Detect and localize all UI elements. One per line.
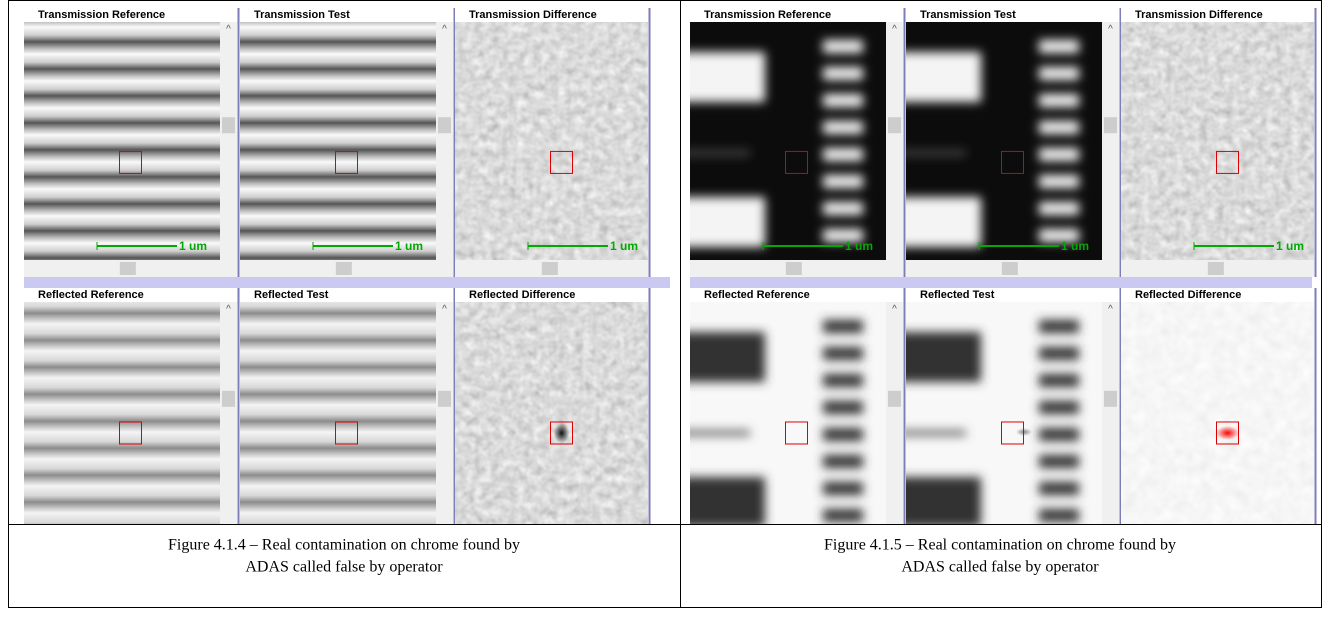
v-thumb — [222, 391, 235, 407]
scroll-up: ^ — [892, 24, 897, 35]
splitter — [690, 277, 1312, 288]
scale-label: 1 um — [1276, 239, 1304, 253]
noise — [455, 302, 648, 524]
panel-image — [670, 22, 903, 260]
panel-image — [24, 22, 237, 260]
defect — [554, 423, 570, 443]
panel-title: Transmission Difference — [1135, 9, 1263, 21]
panel-title: Transmission Reference — [704, 9, 831, 21]
panel-title: Reflected Test — [254, 289, 329, 301]
caption: ADAS called false by operator — [245, 559, 443, 576]
splitter — [24, 277, 670, 288]
panel: Reflected Reference ^ — [24, 288, 239, 524]
panel-title: Transmission Test — [920, 9, 1016, 21]
v-thumb — [438, 117, 451, 133]
stripes — [24, 22, 237, 260]
scale-label: 1 um — [1061, 239, 1089, 253]
v-thumb — [438, 391, 451, 407]
panel: Reflected Test ^ — [886, 288, 1121, 527]
h-thumb — [336, 262, 352, 275]
defect — [1216, 426, 1240, 440]
panel: Transmission Test ^ 1 um — [240, 8, 455, 277]
panel-title: Reflected Test — [920, 289, 995, 301]
scroll-up: ^ — [226, 24, 231, 35]
v-scrollbar[interactable] — [1102, 22, 1119, 260]
stripes — [240, 302, 453, 524]
panel-image — [886, 302, 1119, 527]
scroll-up: ^ — [892, 304, 897, 315]
h-thumb — [786, 262, 802, 275]
panel-title: Reflected Difference — [469, 289, 575, 301]
noise — [455, 22, 648, 260]
scale-label: 1 um — [395, 239, 423, 253]
panel: Transmission Reference ^ 1 um — [24, 8, 239, 277]
v-scrollbar[interactable] — [1102, 302, 1119, 524]
panel: Transmission Reference ^ 1 um — [670, 8, 905, 277]
scroll-up: ^ — [1108, 304, 1113, 315]
panel: Reflected Test ^ — [240, 288, 455, 524]
h-thumb — [542, 262, 558, 275]
stripes — [240, 22, 453, 260]
v-scrollbar[interactable] — [220, 302, 237, 524]
v-thumb — [888, 117, 901, 133]
v-thumb — [888, 391, 901, 407]
stripes — [24, 302, 237, 524]
panel-title: Transmission Test — [254, 9, 350, 21]
v-scrollbar[interactable] — [886, 302, 903, 524]
scroll-up: ^ — [1108, 24, 1113, 35]
panel: Transmission Difference 1 um — [1121, 8, 1316, 277]
panel-title: Reflected Reference — [704, 289, 810, 301]
scale-label: 1 um — [179, 239, 207, 253]
panel: Transmission Test ^ 1 um — [886, 8, 1121, 277]
panel-title: Reflected Reference — [38, 289, 144, 301]
panel: Reflected Difference — [455, 288, 650, 524]
panel-image — [1121, 302, 1314, 524]
caption: ADAS called false by operator — [901, 559, 1099, 576]
v-thumb — [222, 117, 235, 133]
panel-image — [24, 302, 237, 524]
v-thumb — [1104, 117, 1117, 133]
panel: Reflected Difference — [1121, 288, 1316, 524]
panel-image — [240, 302, 453, 524]
v-scrollbar[interactable] — [436, 302, 453, 524]
panel-image — [1121, 22, 1314, 260]
panel-image — [240, 22, 453, 260]
panel-image — [670, 302, 903, 527]
panel-title: Reflected Difference — [1135, 289, 1241, 301]
v-scrollbar[interactable] — [436, 22, 453, 260]
panel: Reflected Reference ^ — [670, 288, 905, 527]
v-scrollbar[interactable] — [220, 22, 237, 260]
noise — [1121, 302, 1314, 524]
panel-image — [886, 22, 1119, 260]
scroll-up: ^ — [226, 304, 231, 315]
scroll-up: ^ — [442, 304, 447, 315]
panel: Transmission Difference 1 um — [455, 8, 650, 277]
h-thumb — [120, 262, 136, 275]
scale-label: 1 um — [610, 239, 638, 253]
panel-title: Transmission Difference — [469, 9, 597, 21]
h-thumb — [1208, 262, 1224, 275]
caption: Figure 4.1.5 – Real contamination on chr… — [824, 537, 1176, 554]
scale-label: 1 um — [845, 239, 873, 253]
panel-image — [455, 302, 648, 524]
v-thumb — [1104, 391, 1117, 407]
noise — [1121, 22, 1314, 260]
page: Transmission Reference^1 umTransmission … — [0, 0, 1330, 618]
scroll-up: ^ — [442, 24, 447, 35]
h-thumb — [1002, 262, 1018, 275]
panel-image — [455, 22, 648, 260]
v-scrollbar[interactable] — [886, 22, 903, 260]
panel-title: Transmission Reference — [38, 9, 165, 21]
caption: Figure 4.1.4 – Real contamination on chr… — [168, 537, 520, 554]
